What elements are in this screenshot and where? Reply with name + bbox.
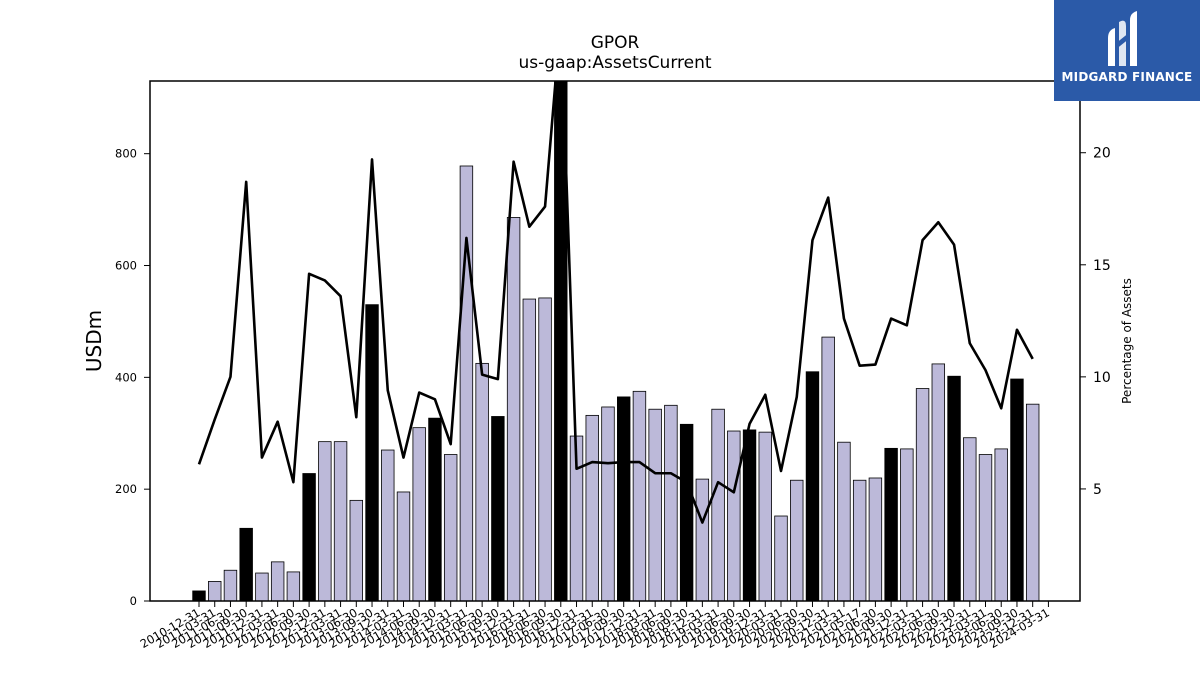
bar-2021-05-17 xyxy=(852,479,867,601)
bar-2020-06-30 xyxy=(790,479,804,601)
bar-2015-12-31 xyxy=(506,217,521,601)
bar-2021-03-31 xyxy=(837,441,851,601)
bar-2016-03-31 xyxy=(522,298,537,601)
bar-2019-06-30 xyxy=(727,430,741,601)
y2-tick-label: 10 xyxy=(1093,370,1111,386)
y-axis-label: USDm xyxy=(82,310,106,372)
y-tick-label: 600 xyxy=(115,259,137,273)
bar-2014-12-31 xyxy=(443,454,458,601)
bar-2013-06-30 xyxy=(349,499,364,601)
y-axis: 0 200 400 600 800 xyxy=(115,147,150,608)
chart-subtitle: us-gaap:AssetsCurrent xyxy=(518,53,711,73)
chart-title: GPOR xyxy=(591,33,640,53)
line-percentage-of-assets xyxy=(197,81,1034,524)
bar-2022-12-31 xyxy=(963,437,977,601)
y2-tick-label: 5 xyxy=(1093,482,1102,498)
bar-2017-03-31 xyxy=(585,414,599,601)
bar-2019-09-30 xyxy=(742,429,757,601)
y-tick-label: 400 xyxy=(115,370,137,384)
bar-2019-03-31 xyxy=(711,408,725,601)
y2-tick-label: 20 xyxy=(1093,146,1111,162)
midgard-logo-icon xyxy=(1108,11,1137,66)
bar-2017-09-30 xyxy=(617,396,631,601)
bar-2012-12-31 xyxy=(318,441,332,601)
bar-2015-03-31 xyxy=(459,165,474,601)
bar-2015-06-30 xyxy=(475,362,489,601)
bar-2013-12-31 xyxy=(381,449,395,601)
bar-2011-06-30 xyxy=(223,569,238,601)
line-group xyxy=(197,81,1034,524)
bar-2018-09-30 xyxy=(679,423,694,601)
bar-2020-09-30 xyxy=(805,371,820,601)
bar-2011-12-31 xyxy=(255,572,269,601)
y2-axis-label: Percentage of Assets xyxy=(1120,278,1134,404)
bar-2020-12-31 xyxy=(821,336,835,601)
logo: MIDGARD FINANCE xyxy=(1054,0,1200,101)
bar-2023-06-30 xyxy=(994,448,1008,601)
y-tick-label: 200 xyxy=(115,482,137,496)
bar-2015-09-30 xyxy=(491,416,505,601)
bar-2014-03-31 xyxy=(396,491,411,601)
bar-2017-06-30 xyxy=(601,406,615,601)
bar-2011-03-31 xyxy=(208,581,222,601)
bar-2012-09-30 xyxy=(302,473,316,601)
bar-2023-09-30 xyxy=(1010,378,1024,601)
bar-2022-03-31 xyxy=(915,388,930,601)
bar-2021-06-30 xyxy=(868,477,883,601)
bar-2021-12-31 xyxy=(900,448,914,601)
bar-2014-06-30 xyxy=(412,427,426,601)
bar-2018-06-30 xyxy=(664,404,678,601)
bar-2017-12-31 xyxy=(632,390,647,601)
bar-2014-09-30 xyxy=(428,417,442,601)
y2-axis: 5 10 15 20 xyxy=(1080,146,1111,498)
bar-2018-03-31 xyxy=(648,408,662,601)
bars-group xyxy=(192,81,1040,601)
bar-2022-06-30 xyxy=(931,363,946,601)
bar-2016-06-30 xyxy=(538,297,552,601)
bar-2012-06-30 xyxy=(286,571,301,601)
x-axis: 2010-12-312011-03-312011-06-302011-09-30… xyxy=(138,601,1052,651)
bar-2019-12-31 xyxy=(758,431,772,601)
bar-2011-09-30 xyxy=(239,527,253,601)
y2-tick-label: 15 xyxy=(1093,258,1111,274)
bar-2010-12-31 xyxy=(192,590,206,601)
bar-2023-12-31 xyxy=(1025,403,1040,601)
y-tick-label: 800 xyxy=(115,147,137,161)
y-tick-label: 0 xyxy=(130,594,137,608)
bar-2021-09-30 xyxy=(884,447,898,601)
plot-frame xyxy=(149,80,1081,602)
bar-2013-09-30 xyxy=(365,304,379,601)
bar-2018-12-31 xyxy=(695,478,710,601)
bar-2023-03-31 xyxy=(978,454,993,601)
bar-2012-03-31 xyxy=(270,561,285,601)
logo-text: MIDGARD FINANCE xyxy=(1061,70,1193,84)
bar-2022-09-30 xyxy=(947,375,961,601)
bar-2020-03-31 xyxy=(774,515,788,601)
bar-2013-03-31 xyxy=(333,441,348,601)
